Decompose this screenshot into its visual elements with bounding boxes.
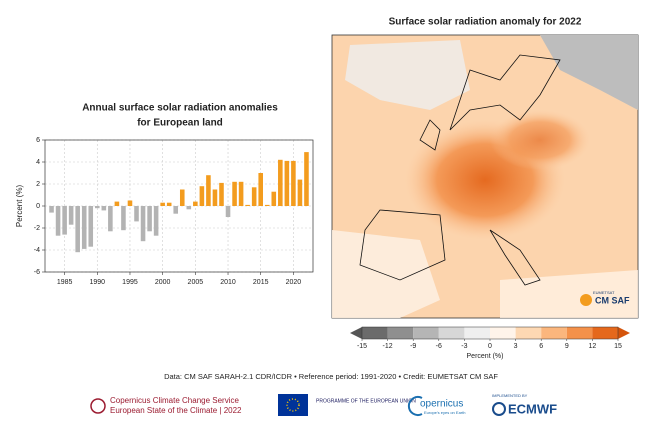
copernicus-sub: Europe's eyes on Earth bbox=[424, 410, 465, 415]
y-tick-label: -4 bbox=[34, 247, 40, 254]
chart-title: Annual surface solar radiation anomalies bbox=[82, 103, 278, 114]
bar bbox=[271, 191, 277, 206]
bar bbox=[245, 204, 250, 206]
colorbar-segment bbox=[592, 327, 618, 339]
bar bbox=[284, 160, 290, 206]
colorbar-segment bbox=[566, 327, 593, 339]
colorbar-segment bbox=[541, 327, 567, 339]
bar bbox=[160, 202, 165, 206]
bar bbox=[114, 201, 120, 206]
bar bbox=[49, 206, 54, 213]
colorbar-over bbox=[618, 327, 630, 339]
bar bbox=[68, 206, 74, 225]
colorbar-tick-label: 0 bbox=[488, 343, 492, 350]
colorbar-under bbox=[350, 327, 362, 339]
colorbar-tick-label: 9 bbox=[565, 343, 569, 350]
y-tick-label: 0 bbox=[36, 203, 40, 210]
bar-chart: -6 -4 -2 0 2 4 6 1985 1990 1995 2000 2005 2010 2015 20… bbox=[34, 137, 314, 286]
bar bbox=[186, 206, 192, 210]
y-tick-label: 4 bbox=[36, 159, 40, 166]
eu-text: PROGRAMME OF THE EUROPEAN UNION bbox=[316, 398, 416, 404]
colorbar-tick-label: 3 bbox=[514, 343, 518, 350]
logo: CM SAF bbox=[595, 295, 630, 305]
y-tick-label: 2 bbox=[36, 181, 40, 188]
bar bbox=[134, 206, 139, 222]
ecmwf: ECMWF bbox=[508, 401, 557, 416]
bar bbox=[166, 202, 172, 206]
bar bbox=[219, 182, 224, 206]
bar bbox=[199, 186, 205, 206]
bar bbox=[81, 206, 87, 249]
bar bbox=[75, 206, 80, 253]
credit: Data: CM SAF SARAH-2.1 CDR/ICDR • Refere… bbox=[164, 372, 498, 381]
c3s-line1: Copernicus Climate Change Service bbox=[110, 396, 240, 405]
logos: Copernicus Climate Change Service Europe… bbox=[90, 393, 557, 416]
logo-small: EUMETSAT bbox=[593, 290, 615, 295]
bar bbox=[304, 152, 309, 206]
colorbar-tick-label: -15 bbox=[357, 343, 367, 350]
colorbar: -15 -12 -9 -6 -3 0 3 6 9 12 15 bbox=[350, 326, 630, 350]
y-tick-label: 6 bbox=[36, 137, 40, 144]
bar bbox=[153, 206, 159, 236]
x-tick-label: 1985 bbox=[57, 279, 73, 286]
bar bbox=[88, 206, 94, 247]
x-tick-label: 1990 bbox=[90, 279, 106, 286]
colorbar-segment bbox=[362, 327, 388, 339]
colorbar-segment bbox=[490, 327, 516, 339]
bar bbox=[291, 160, 296, 206]
bar bbox=[225, 206, 231, 217]
x-tick-label: 1995 bbox=[122, 279, 138, 286]
bar bbox=[258, 173, 263, 206]
map-title: Surface solar radiation anomaly for 2022 bbox=[389, 17, 582, 28]
y-axis-label: Percent (%) bbox=[15, 185, 24, 228]
colorbar-tick-label: 6 bbox=[539, 343, 543, 350]
chart-subtitle: for European land bbox=[137, 118, 223, 129]
bar bbox=[95, 206, 100, 209]
bar bbox=[173, 206, 179, 214]
bar bbox=[193, 201, 198, 206]
bar bbox=[179, 189, 185, 206]
bar bbox=[140, 206, 146, 242]
bar bbox=[62, 206, 67, 235]
bar bbox=[121, 206, 126, 231]
bar bbox=[127, 200, 133, 206]
implemented: IMPLEMENTED BY bbox=[492, 393, 528, 398]
bar bbox=[264, 204, 270, 206]
bar bbox=[206, 175, 211, 206]
colorbar-segment bbox=[413, 327, 439, 339]
bar bbox=[101, 206, 107, 211]
colorbar-segment bbox=[515, 327, 542, 339]
x-tick-label: 2000 bbox=[155, 279, 171, 286]
colorbar-label: Percent (%) bbox=[467, 353, 504, 360]
bar bbox=[251, 187, 257, 206]
colorbar-tick-label: -12 bbox=[383, 343, 393, 350]
y-tick-label: -2 bbox=[34, 225, 40, 232]
plot-frame bbox=[44, 139, 314, 273]
bar bbox=[238, 181, 244, 206]
x-tick-label: 2005 bbox=[188, 279, 204, 286]
bar bbox=[278, 159, 283, 206]
x-tick-label: 2020 bbox=[286, 279, 302, 286]
colorbar-tick-label: 12 bbox=[589, 343, 597, 350]
colorbar-segment bbox=[438, 327, 465, 339]
map: EUMETSAT CM SAF bbox=[331, 34, 639, 319]
colorbar-tick-label: 15 bbox=[614, 343, 622, 350]
bar bbox=[212, 189, 218, 206]
bar bbox=[55, 206, 61, 236]
x-tick-label: 2010 bbox=[220, 279, 236, 286]
colorbar-tick-label: -3 bbox=[461, 343, 467, 350]
y-tick-label: -6 bbox=[34, 269, 40, 276]
colorbar-segment bbox=[387, 327, 414, 339]
bar bbox=[232, 181, 237, 206]
copernicus: opernicus bbox=[420, 399, 463, 410]
bar bbox=[108, 206, 113, 232]
colorbar-tick-label: -9 bbox=[410, 343, 416, 350]
bar bbox=[147, 206, 152, 232]
colorbar-segment bbox=[464, 327, 490, 339]
colorbar-tick-label: -6 bbox=[436, 343, 442, 350]
bar bbox=[297, 179, 303, 206]
x-tick-label: 2015 bbox=[253, 279, 269, 286]
c3s-line2: European State of the Climate | 2022 bbox=[110, 406, 242, 415]
